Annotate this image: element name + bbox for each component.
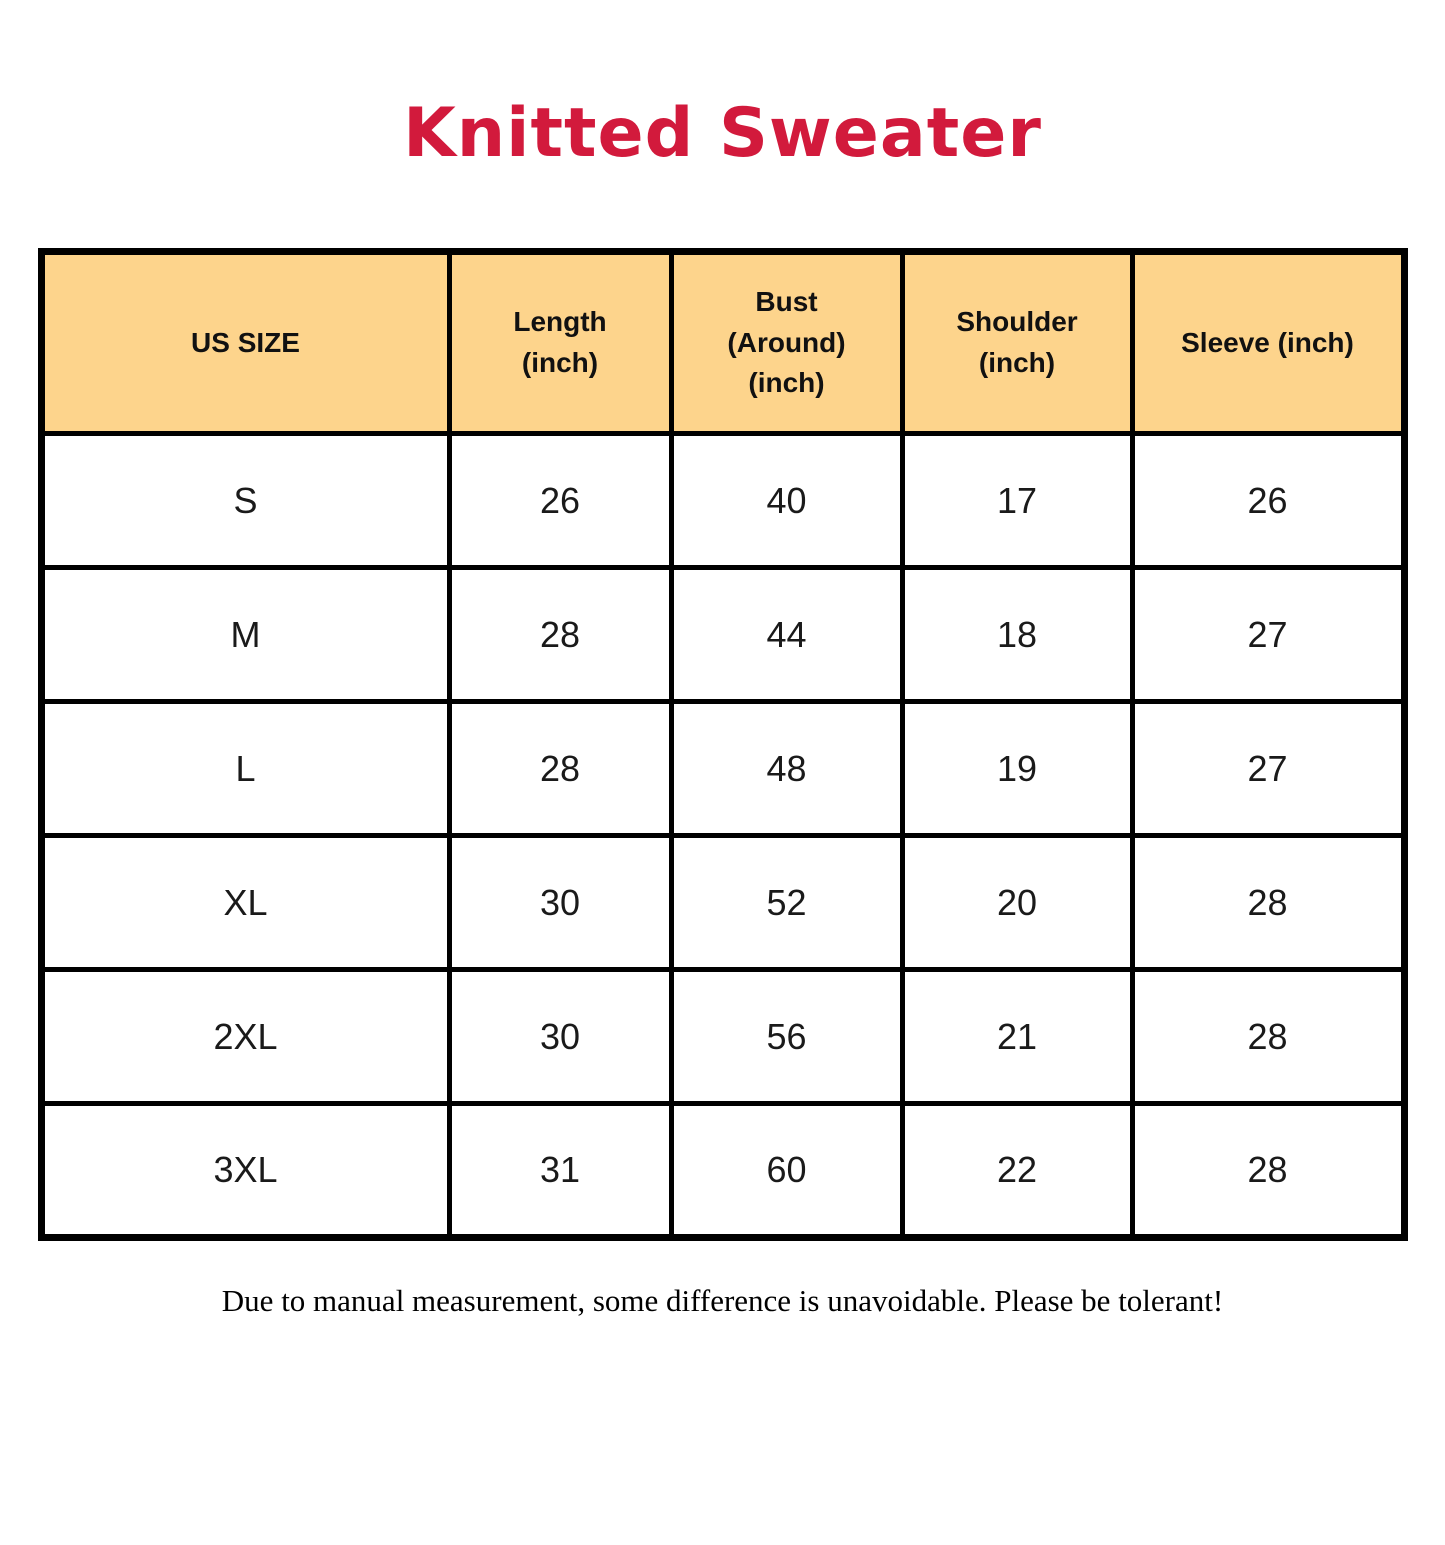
cell-shoulder: 19	[899, 699, 1135, 838]
column-header-sleeve: Sleeve (inch)	[1129, 249, 1407, 436]
table-row-s: S 26 40 17 26	[38, 431, 1407, 570]
cell-size: M	[38, 565, 452, 704]
column-header-bust: Bust (Around) (inch)	[668, 249, 905, 436]
cell-bust: 48	[668, 699, 905, 838]
size-chart-table: US SIZE Length (inch) Bust (Around) (inc…	[37, 248, 1408, 1241]
cell-length: 28	[446, 565, 674, 704]
table-row-xl: XL 30 52 20 28	[38, 833, 1407, 972]
cell-sleeve: 27	[1129, 699, 1407, 838]
column-header-us-size: US SIZE	[38, 249, 452, 436]
table-row-m: M 28 44 18 27	[38, 565, 1407, 704]
cell-size: 2XL	[38, 967, 452, 1106]
cell-sleeve: 27	[1129, 565, 1407, 704]
cell-shoulder: 18	[899, 565, 1135, 704]
cell-sleeve: 28	[1129, 833, 1407, 972]
cell-bust: 52	[668, 833, 905, 972]
column-header-shoulder: Shoulder (inch)	[899, 249, 1135, 436]
table-row-2xl: 2XL 30 56 21 28	[38, 967, 1407, 1106]
table-row-l: L 28 48 19 27	[38, 699, 1407, 838]
page-title: Knitted Sweater	[403, 94, 1042, 173]
cell-shoulder: 20	[899, 833, 1135, 972]
cell-length: 28	[446, 699, 674, 838]
cell-sleeve: 26	[1129, 431, 1407, 570]
cell-length: 30	[446, 967, 674, 1106]
cell-size: XL	[38, 833, 452, 972]
cell-shoulder: 21	[899, 967, 1135, 1106]
cell-bust: 56	[668, 967, 905, 1106]
cell-size: S	[38, 431, 452, 570]
column-header-length: Length (inch)	[446, 249, 674, 436]
table-row-3xl: 3XL 31 60 22 28	[38, 1101, 1407, 1240]
cell-bust: 40	[668, 431, 905, 570]
cell-length: 30	[446, 833, 674, 972]
cell-sleeve: 28	[1129, 967, 1407, 1106]
cell-shoulder: 22	[899, 1101, 1135, 1240]
cell-sleeve: 28	[1129, 1101, 1407, 1240]
cell-length: 26	[446, 431, 674, 570]
footer-note: Due to manual measurement, some differen…	[221, 1283, 1224, 1318]
cell-size: L	[38, 699, 452, 838]
cell-length: 31	[446, 1101, 674, 1240]
cell-bust: 60	[668, 1101, 905, 1240]
cell-bust: 44	[668, 565, 905, 704]
cell-shoulder: 17	[899, 431, 1135, 570]
cell-size: 3XL	[38, 1101, 452, 1240]
table-header-row: US SIZE Length (inch) Bust (Around) (inc…	[38, 249, 1407, 436]
